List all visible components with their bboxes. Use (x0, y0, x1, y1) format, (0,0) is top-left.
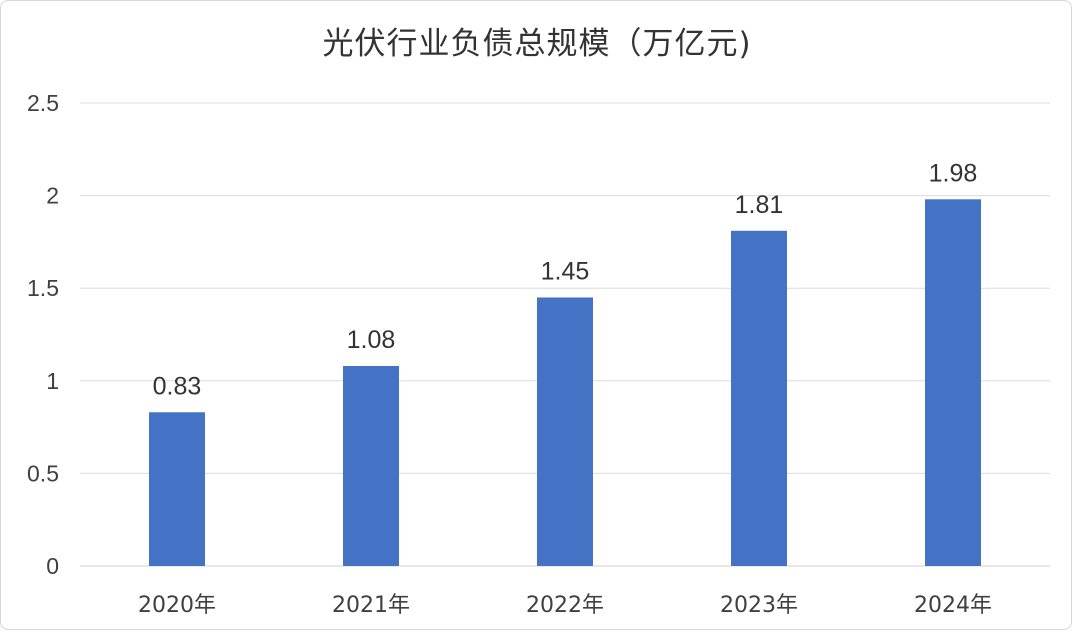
bar (537, 297, 593, 566)
bar (925, 199, 981, 566)
x-axis-category-labels: 2020年 2021年 2022年 2023年 2024年 (138, 593, 992, 618)
bar (149, 412, 205, 566)
data-label: 1.45 (541, 257, 590, 285)
x-category-label: 2021年 (332, 593, 410, 618)
y-tick-label: 0 (46, 553, 59, 579)
data-label: 1.81 (735, 191, 784, 219)
y-axis-tick-labels: 0 0.5 1 1.5 2 2.5 (27, 90, 59, 579)
x-category-label: 2023年 (720, 593, 798, 618)
data-label: 0.83 (153, 372, 202, 400)
data-labels: 0.83 1.08 1.45 1.81 1.98 (153, 159, 978, 400)
y-tick-label: 0.5 (27, 460, 59, 486)
data-label: 1.98 (929, 159, 978, 187)
x-category-label: 2024年 (914, 593, 992, 618)
chart-title: 光伏行业负债总规模（万亿元) (322, 26, 752, 62)
y-tick-label: 1 (46, 368, 59, 394)
y-tick-label: 2 (46, 183, 59, 209)
data-label: 1.08 (347, 326, 396, 354)
y-tick-label: 2.5 (27, 90, 59, 116)
bar (731, 230, 787, 566)
x-category-label: 2022年 (526, 593, 604, 618)
bars (149, 199, 981, 566)
y-tick-label: 1.5 (27, 275, 59, 301)
bar (343, 365, 399, 566)
x-category-label: 2020年 (138, 593, 216, 618)
